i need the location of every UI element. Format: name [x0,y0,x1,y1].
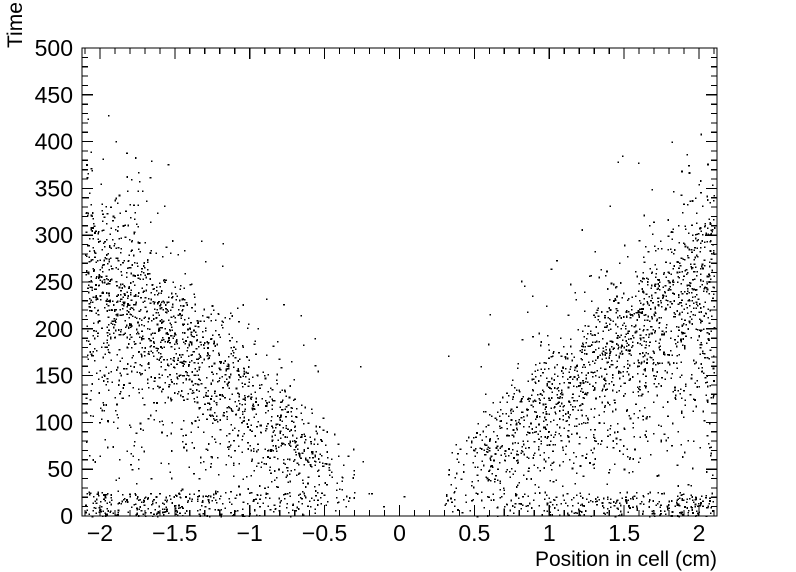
y-axis-tick-label: 100 [35,409,73,435]
y-axis-tick-label: 350 [35,175,73,201]
x-axis-tick-label: 0 [393,520,406,546]
y-axis-title: Time (ns) [4,0,27,48]
y-axis-tick-label: 200 [35,316,73,342]
x-axis-tick-label: 1 [543,520,556,546]
x-axis-tick-label: 1.5 [608,520,640,546]
y-axis-tick-label: 300 [35,222,73,248]
axis-labels-layer: −2 −1.5 −1 −0.5 0 0.5 1 1.5 2 0 50 100 150 200 250 300 3… [4,0,717,571]
axis-ticks-layer [82,47,717,517]
y-axis-tick-label: 450 [35,82,73,108]
x-axis-tick-label: 2 [693,520,706,546]
x-axis-tick-label: −1.5 [152,520,197,546]
y-axis-tick-label: 0 [60,503,73,529]
y-axis-tick-label: 250 [35,269,73,295]
x-axis-title: Position in cell (cm) [535,548,717,571]
y-axis-tick-label: 150 [35,363,73,389]
y-axis-tick-label: 400 [35,129,73,155]
y-axis-tick-label: 500 [35,35,73,61]
y-axis-tick-label: 50 [47,456,73,482]
x-axis-tick-label: 0.5 [458,520,490,546]
x-axis-tick-label: −2 [87,520,113,546]
x-axis-tick-label: −1 [237,520,263,546]
x-axis-tick-label: −0.5 [302,520,347,546]
